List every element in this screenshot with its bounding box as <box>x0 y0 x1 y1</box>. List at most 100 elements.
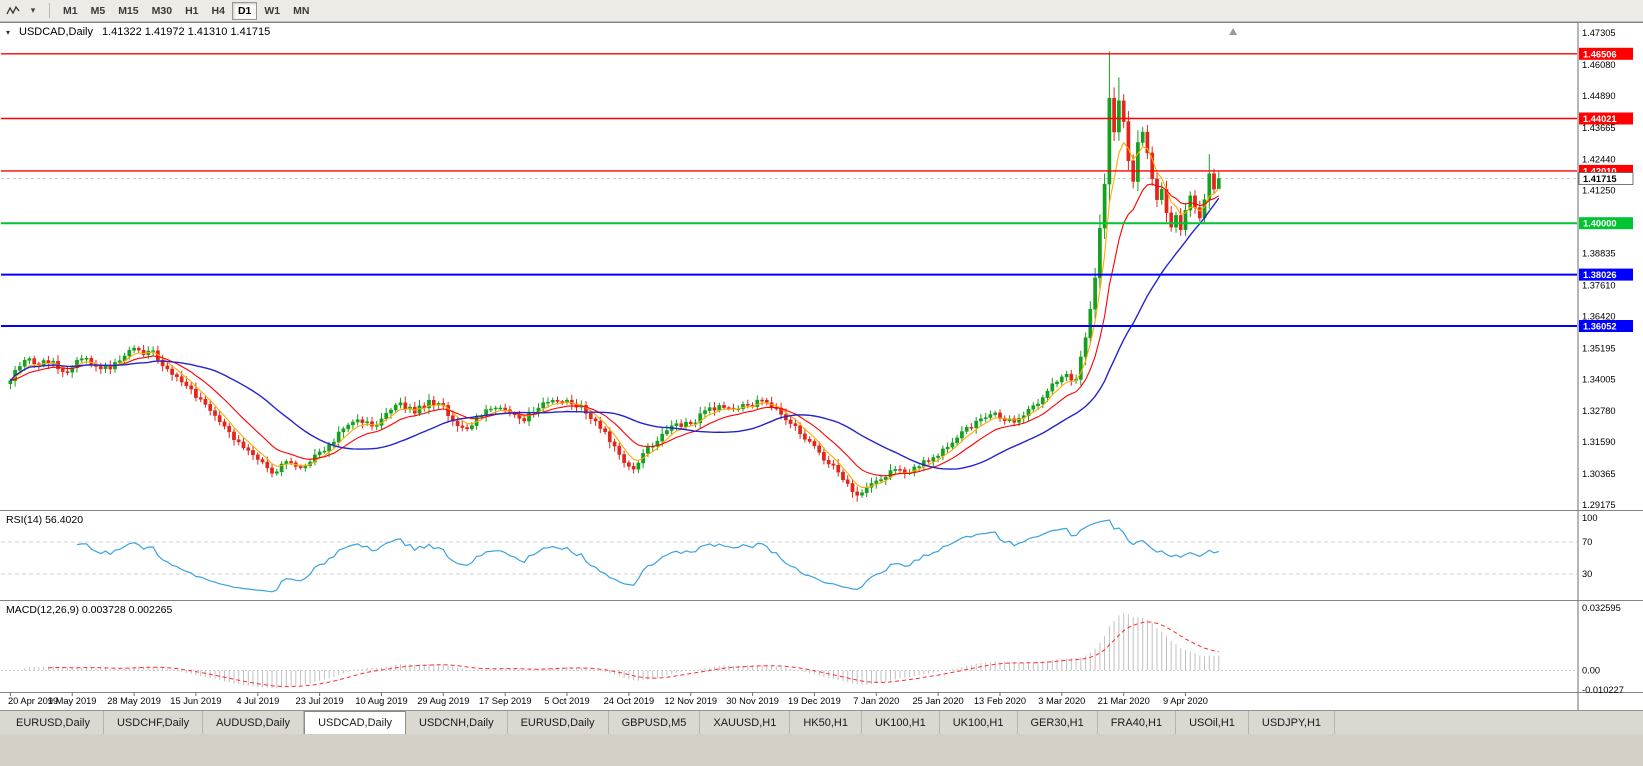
svg-text:0.032595: 0.032595 <box>1582 603 1621 613</box>
svg-text:1.46506: 1.46506 <box>1583 49 1617 59</box>
price-tag: 1.41715 <box>1578 172 1634 185</box>
rsi-line <box>76 519 1219 593</box>
chart-tab-ger30-h1[interactable]: GER30,H1 <box>1018 711 1098 734</box>
window-footer <box>0 734 1643 766</box>
timeframe-button-w1[interactable]: W1 <box>264 4 281 17</box>
chart-title: ▾ USDCAD,Daily 1.41322 1.41972 1.41310 1… <box>6 26 270 38</box>
price-tag: 1.38026 <box>1579 268 1633 281</box>
chart-canvas[interactable]: 1.47305 1.46080 1.44890 1.43665 1.42440 1.412… <box>0 22 1643 710</box>
svg-text:1.37610: 1.37610 <box>1582 280 1616 290</box>
svg-text:1.36420: 1.36420 <box>1582 311 1616 321</box>
svg-text:1.32780: 1.32780 <box>1582 406 1616 416</box>
svg-text:1.44890: 1.44890 <box>1582 91 1616 101</box>
chart-context-icon[interactable]: ▾ <box>6 27 11 37</box>
svg-text:21 Mar 2020: 21 Mar 2020 <box>1098 696 1150 706</box>
svg-text:1.34005: 1.34005 <box>1582 374 1616 384</box>
chart-tab-eurusd-daily[interactable]: EURUSD,Daily <box>3 711 104 734</box>
svg-text:-0.010227: -0.010227 <box>1582 685 1624 695</box>
svg-text:1.46080: 1.46080 <box>1582 60 1616 70</box>
chart-title-symbol: USDCAD,Daily <box>19 26 93 38</box>
rsi-label: RSI(14) 56.4020 <box>6 514 84 526</box>
svg-text:100: 100 <box>1582 513 1598 523</box>
svg-text:1.41250: 1.41250 <box>1582 186 1616 196</box>
timeframe-button-h1[interactable]: H1 <box>185 4 199 17</box>
svg-text:13 Feb 2020: 13 Feb 2020 <box>974 696 1026 706</box>
macd-histogram <box>24 613 1220 689</box>
macd-label: MACD(12,26,9) 0.003728 0.002265 <box>6 604 173 616</box>
chart-tab-usdjpy-h1[interactable]: USDJPY,H1 <box>1249 711 1336 734</box>
chart-tab-fra40-h1[interactable]: FRA40,H1 <box>1098 711 1177 734</box>
chart-title-ohlc: 1.41322 1.41972 1.41310 1.41715 <box>101 26 271 38</box>
price-tag: 1.36052 <box>1579 320 1633 332</box>
svg-text:1.44021: 1.44021 <box>1583 114 1617 124</box>
timeframe-button-m30[interactable]: M30 <box>151 4 173 17</box>
toolbar-separator <box>49 3 50 18</box>
price-tag: 1.44021 <box>1579 112 1633 125</box>
svg-text:0.00: 0.00 <box>1582 665 1600 675</box>
svg-text:29 Aug 2019: 29 Aug 2019 <box>417 696 469 706</box>
timeframe-button-m15[interactable]: M15 <box>118 4 139 17</box>
price-tag: 1.46506 <box>1579 47 1633 60</box>
svg-text:7 Jan 2020: 7 Jan 2020 <box>853 696 899 706</box>
svg-text:1.29175: 1.29175 <box>1582 500 1616 510</box>
timeframe-toolbar: ▾ M1 M5 M15 M30 H1 H4 D1 W1 MN <box>0 0 1643 22</box>
svg-text:1.38835: 1.38835 <box>1582 249 1616 259</box>
chart-tab-uk100-h1[interactable]: UK100,H1 <box>862 711 940 734</box>
svg-text:1.43665: 1.43665 <box>1582 123 1616 133</box>
svg-text:25 Jan 2020: 25 Jan 2020 <box>913 696 964 706</box>
svg-text:9 Apr 2020: 9 Apr 2020 <box>1163 696 1208 706</box>
timeframe-button-d1[interactable]: D1 <box>231 1 258 20</box>
svg-text:24 Oct 2019: 24 Oct 2019 <box>604 696 655 706</box>
ma-slow-line <box>9 197 1220 470</box>
svg-text:1.47305: 1.47305 <box>1582 28 1616 38</box>
svg-text:10 Aug 2019: 10 Aug 2019 <box>355 696 407 706</box>
svg-text:1.42010: 1.42010 <box>1583 166 1617 176</box>
svg-text:9 May 2019: 9 May 2019 <box>48 696 97 706</box>
svg-text:1.30365: 1.30365 <box>1582 469 1616 479</box>
chart-window: 1.47305 1.46080 1.44890 1.43665 1.42440 1.412… <box>0 22 1643 710</box>
svg-text:17 Sep 2019: 17 Sep 2019 <box>479 696 532 706</box>
svg-text:1.36052: 1.36052 <box>1583 322 1617 332</box>
svg-text:30: 30 <box>1582 569 1592 579</box>
chart-tabs-bar: EURUSD,Daily USDCHF,Daily AUDUSD,Daily USDC… <box>0 710 1643 734</box>
svg-text:12 Nov 2019: 12 Nov 2019 <box>664 696 717 706</box>
timeframe-button-h4[interactable]: H4 <box>211 4 225 17</box>
chart-tab-gbpusd-m5[interactable]: GBPUSD,M5 <box>609 711 701 734</box>
svg-text:1.41715: 1.41715 <box>1583 174 1617 184</box>
ma-medium-line <box>10 183 1220 477</box>
svg-text:1.31590: 1.31590 <box>1582 437 1616 447</box>
timeframe-buttons: M1 M5 M15 M30 H1 H4 D1 W1 MN <box>57 1 315 20</box>
svg-text:23 Jul 2019: 23 Jul 2019 <box>296 696 344 706</box>
chart-tab-xauusd-h1[interactable]: XAUUSD,H1 <box>700 711 791 734</box>
svg-text:1.42440: 1.42440 <box>1582 155 1616 165</box>
dropdown-arrow-icon[interactable]: ▾ <box>30 5 36 15</box>
price-tag: 1.40000 <box>1579 217 1633 230</box>
timeframe-button-m5[interactable]: M5 <box>90 4 106 17</box>
ma-fast-line <box>10 141 1220 488</box>
chart-tab-usdcnh-daily[interactable]: USDCNH,Daily <box>406 711 508 734</box>
svg-text:70: 70 <box>1582 537 1592 547</box>
timeframe-button-m1[interactable]: M1 <box>63 4 78 17</box>
svg-text:19 Dec 2019: 19 Dec 2019 <box>788 696 841 706</box>
chart-tab-eurusd-daily[interactable]: EURUSD,Daily <box>508 711 609 734</box>
timeframe-button-mn[interactable]: MN <box>293 4 310 17</box>
chart-tab-hk50-h1[interactable]: HK50,H1 <box>790 711 862 734</box>
tick-chart-icon[interactable] <box>4 3 22 19</box>
chart-tab-usdcad-daily[interactable]: USDCAD,Daily <box>304 711 407 734</box>
chart-shift-marker <box>1229 28 1238 35</box>
svg-text:3 Mar 2020: 3 Mar 2020 <box>1038 696 1085 706</box>
svg-text:5 Oct 2019: 5 Oct 2019 <box>544 696 589 706</box>
macd-signal-line <box>48 621 1219 688</box>
svg-text:20 Apr 2019: 20 Apr 2019 <box>8 696 58 706</box>
svg-text:1.38026: 1.38026 <box>1583 270 1617 280</box>
svg-text:28 May 2019: 28 May 2019 <box>107 696 161 706</box>
svg-text:1.40000: 1.40000 <box>1583 219 1617 229</box>
svg-text:1.35195: 1.35195 <box>1582 343 1616 353</box>
svg-text:30 Nov 2019: 30 Nov 2019 <box>726 696 779 706</box>
chart-tab-uk100-h1[interactable]: UK100,H1 <box>940 711 1018 734</box>
chart-tab-audusd-daily[interactable]: AUDUSD,Daily <box>203 711 305 734</box>
svg-text:15 Jun 2019: 15 Jun 2019 <box>170 696 221 706</box>
chart-tab-usoil-h1[interactable]: USOil,H1 <box>1176 711 1249 734</box>
chart-tab-usdchf-daily[interactable]: USDCHF,Daily <box>104 711 204 734</box>
